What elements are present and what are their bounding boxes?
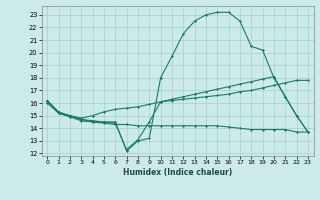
X-axis label: Humidex (Indice chaleur): Humidex (Indice chaleur): [123, 168, 232, 177]
